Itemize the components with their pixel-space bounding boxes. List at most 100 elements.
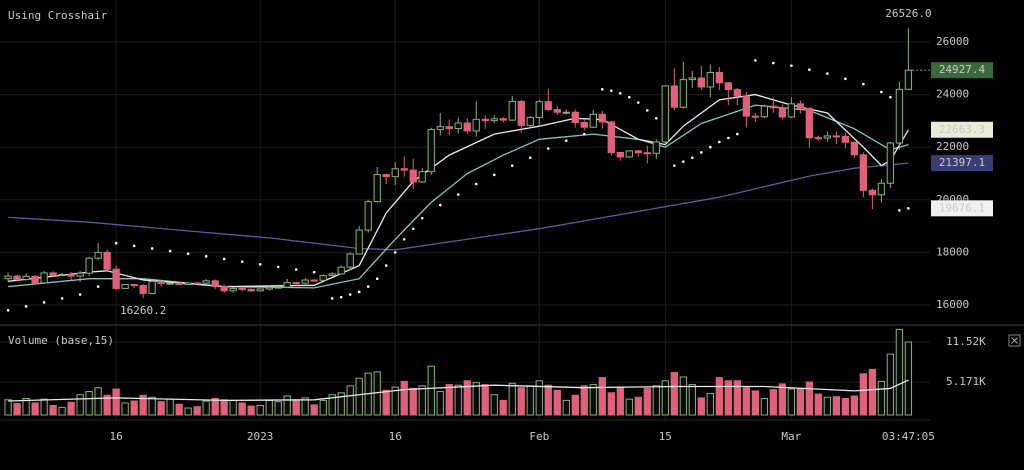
close-button[interactable]	[1008, 334, 1021, 347]
sar-dot	[510, 164, 514, 167]
volume-bar	[652, 385, 660, 416]
volume-bar	[679, 376, 687, 416]
sar-dot	[348, 293, 352, 296]
volume-title: Volume (base,15)	[8, 334, 114, 347]
volume-bar	[328, 394, 336, 416]
sar-dot	[258, 262, 262, 266]
y-tick-label: 22000	[936, 140, 969, 153]
volume-bar	[31, 402, 39, 416]
candle-body	[787, 103, 796, 118]
volume-bar	[211, 398, 219, 416]
candle-body	[67, 274, 75, 277]
volume-bar	[355, 377, 363, 416]
volume-bar	[184, 407, 192, 416]
volume-bar	[58, 406, 66, 416]
volume-bar	[490, 394, 498, 416]
candle-body	[166, 282, 174, 285]
candle-body	[895, 88, 904, 144]
volume-bar	[634, 396, 642, 416]
sar-dot	[96, 285, 100, 288]
sar-dot	[564, 139, 568, 142]
volume-bar	[697, 397, 705, 416]
volume-bar	[688, 384, 696, 416]
volume-bar	[130, 400, 138, 416]
volume-bar	[193, 406, 201, 416]
x-tick-label: 16	[389, 430, 402, 443]
volume-bar	[400, 380, 408, 416]
volume-bar	[238, 402, 246, 416]
sar-dot	[420, 216, 424, 220]
close-icon[interactable]	[1011, 337, 1018, 344]
candle-body	[589, 113, 597, 128]
candle-body	[508, 100, 516, 121]
price-label-box	[931, 121, 993, 138]
candle-body	[634, 150, 642, 154]
sar-dot	[889, 95, 892, 99]
candle-body	[598, 113, 606, 123]
volume-bar	[850, 395, 859, 416]
candle-body	[832, 135, 841, 138]
volume-tick-label: 5.171K	[946, 375, 986, 388]
sar-dot	[393, 251, 397, 254]
x-tick-label: 15	[659, 430, 672, 443]
candle-body	[238, 287, 246, 290]
candle-body	[661, 85, 669, 143]
volume-bar	[886, 353, 895, 416]
candle-body	[679, 79, 687, 108]
candle-body	[868, 189, 877, 196]
y-tick-label: 18000	[936, 245, 969, 258]
candle-body	[697, 77, 705, 88]
x-tick-label: Mar	[781, 430, 801, 443]
x-tick-label: Feb	[529, 430, 549, 443]
candle-body	[355, 229, 363, 255]
sar-dot	[880, 90, 883, 94]
volume-bar	[904, 341, 913, 416]
sar-dot	[357, 290, 361, 294]
close-box[interactable]	[1008, 334, 1021, 347]
volume-bar	[760, 398, 768, 416]
volume-bar	[751, 390, 759, 416]
candle-body	[436, 126, 444, 131]
candle-body	[130, 283, 138, 287]
candle-body	[256, 288, 264, 292]
volume-bar	[733, 380, 741, 416]
volume-bar	[40, 398, 48, 416]
volume-bar	[832, 396, 841, 416]
candle-body	[319, 275, 327, 281]
volume-bar	[823, 396, 832, 416]
candle-body	[688, 77, 696, 81]
candle-body	[886, 142, 895, 184]
candle-body	[571, 111, 579, 123]
candle-body	[103, 251, 111, 270]
candle-body	[760, 105, 768, 118]
sar-dot	[474, 182, 478, 186]
candle-body	[139, 285, 147, 294]
price-label: 22663.3	[939, 123, 985, 136]
sar-dot	[6, 308, 10, 312]
sar-dot	[655, 116, 658, 120]
sar-dot	[78, 293, 82, 296]
candle-body	[157, 280, 165, 284]
candle-body	[427, 129, 435, 173]
candle-body	[580, 121, 588, 128]
volume-bar	[868, 368, 877, 416]
sar-dot	[609, 89, 613, 92]
moving-average	[8, 162, 909, 251]
sar-dot	[727, 136, 730, 140]
volume-bar	[841, 398, 850, 416]
volume-bar	[121, 402, 129, 416]
volume-bar	[535, 380, 543, 416]
candle-body	[85, 257, 93, 274]
volume-bar	[499, 399, 507, 416]
volume-bar	[139, 394, 147, 416]
volume-bar	[589, 384, 597, 416]
candle-body	[472, 118, 480, 132]
candle-body	[715, 72, 723, 84]
candle-body	[742, 95, 750, 117]
candle-body	[607, 121, 615, 153]
sar-dot	[276, 265, 280, 269]
sar-dot	[826, 72, 829, 75]
candle-body	[814, 137, 823, 140]
price-label-box	[931, 62, 993, 79]
volume-bar	[427, 365, 435, 416]
